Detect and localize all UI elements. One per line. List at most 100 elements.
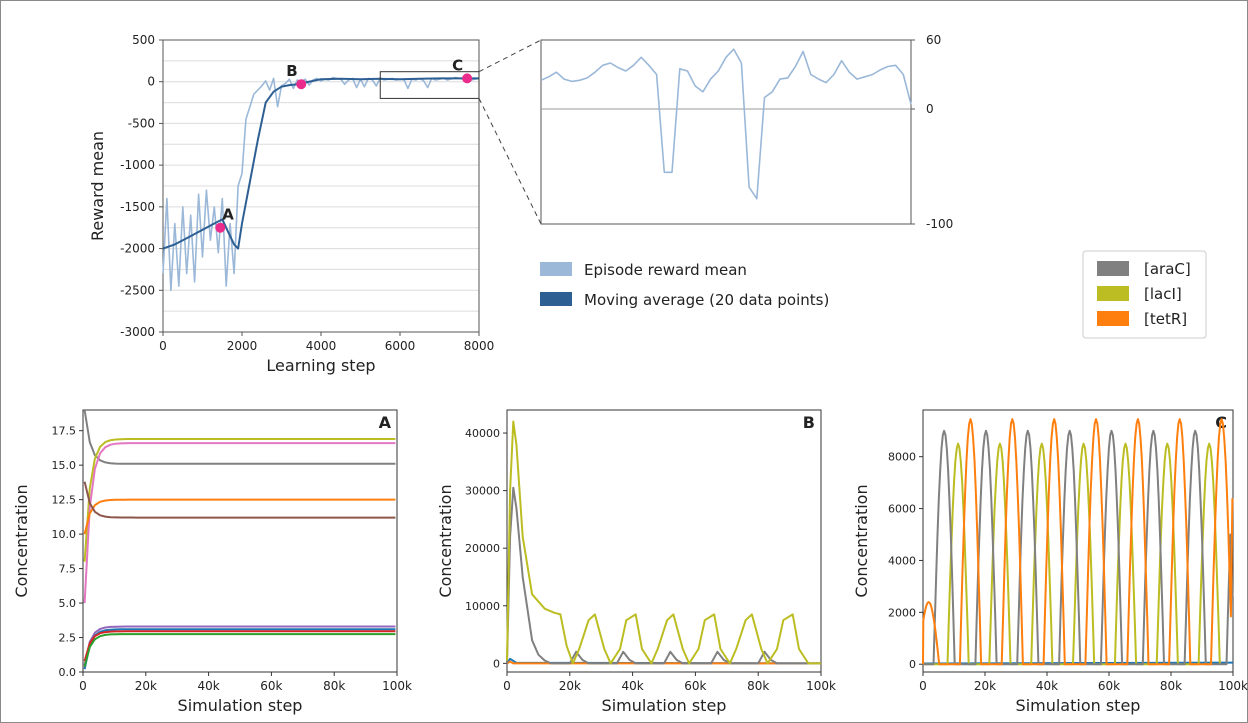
y-tick-label: 5.0 [59, 597, 77, 610]
x-tick-label: 80k [323, 679, 345, 693]
annotation-label: C [452, 56, 463, 74]
y-tick-label: 40000 [465, 427, 500, 440]
y-tick-label: 7.5 [59, 563, 77, 576]
x-tick-label: 80k [1160, 679, 1182, 693]
x-tick-label: 60k [684, 679, 706, 693]
panel-frame [82, 409, 398, 673]
x-tick-label: 80k [747, 679, 769, 693]
legend-label: [tetR] [1144, 310, 1187, 328]
series-line [83, 630, 396, 662]
x-tick-label: 20k [974, 679, 996, 693]
tetr-line [922, 418, 1234, 666]
annotation-marker [462, 73, 473, 84]
panel-frame [506, 409, 822, 673]
legend-label: [araC] [1144, 260, 1191, 278]
inset-reward-line [540, 48, 912, 200]
series-line [83, 625, 396, 666]
series-line [83, 481, 396, 519]
y-tick-label: -100 [926, 217, 953, 231]
y-axis-label: Concentration [12, 484, 31, 597]
annotation-label: A [222, 206, 234, 224]
y-tick-label: 0 [926, 102, 934, 116]
y-tick-label: 4000 [888, 554, 916, 567]
y-tick-label: 15.0 [52, 459, 77, 472]
series-line [83, 438, 396, 562]
legend-swatch [1097, 261, 1129, 276]
y-tick-label: 10000 [465, 600, 500, 613]
legend-label: [lacI] [1144, 285, 1182, 303]
y-axis-label: Concentration [436, 484, 455, 597]
y-tick-label: 0.0 [59, 666, 77, 679]
series-line [83, 628, 396, 670]
y-tick-label: 6000 [888, 503, 916, 516]
series-line [83, 442, 396, 604]
annotation-marker [296, 79, 307, 90]
y-tick-label: 0 [493, 657, 500, 670]
panel-label: B [803, 413, 815, 432]
y-tick-label: 500 [132, 33, 155, 47]
y-tick-label: -1000 [120, 158, 155, 172]
x-tick-label: 20k [135, 679, 157, 693]
y-tick-label: -500 [128, 116, 155, 130]
x-tick-label: 100k [1218, 679, 1248, 693]
arac-line [923, 429, 1234, 666]
panel-label: A [379, 413, 392, 432]
x-axis-label: Learning step [266, 356, 375, 375]
episode-reward-line [162, 76, 480, 292]
y-tick-label: 17.5 [52, 425, 77, 438]
x-tick-label: 0 [919, 679, 927, 693]
x-tick-label: 40k [621, 679, 643, 693]
y-tick-label: -3000 [120, 325, 155, 339]
moving-average-line [162, 77, 479, 250]
y-tick-label: 12.5 [52, 494, 77, 507]
zoom-connector [478, 98, 542, 225]
zoom-connector [478, 39, 542, 73]
x-axis-label: Simulation step [178, 696, 303, 715]
legend-swatch [540, 262, 572, 276]
y-axis-label: Reward mean [88, 131, 107, 241]
legend-swatch [1097, 311, 1129, 326]
series-line [506, 486, 821, 665]
panel-frame [922, 409, 1234, 673]
series-line [506, 660, 821, 665]
x-tick-label: 0 [159, 339, 167, 353]
inset-frame [540, 39, 912, 225]
annotation-label: B [286, 62, 297, 80]
x-tick-label: 40k [1036, 679, 1058, 693]
x-axis-label: Simulation step [1016, 696, 1141, 715]
x-tick-label: 6000 [385, 339, 416, 353]
y-tick-label: 0 [909, 658, 916, 671]
x-tick-label: 8000 [464, 339, 495, 353]
y-tick-label: 2000 [888, 606, 916, 619]
y-tick-label: 0 [147, 75, 155, 89]
y-axis-label: Concentration [852, 484, 871, 597]
annotation-marker [215, 222, 226, 233]
legend-swatch [1097, 286, 1129, 301]
x-tick-label: 2000 [227, 339, 258, 353]
x-tick-label: 0 [79, 679, 87, 693]
series-line [83, 409, 396, 465]
legend-label: Episode reward mean [584, 261, 747, 279]
y-tick-label: -2500 [120, 283, 155, 297]
y-tick-label: -2000 [120, 242, 155, 256]
x-tick-label: 4000 [306, 339, 337, 353]
y-tick-label: 20000 [465, 542, 500, 555]
legend-label: Moving average (20 data points) [584, 291, 829, 309]
y-tick-label: -1500 [120, 200, 155, 214]
laci-line [923, 442, 1221, 666]
legend-swatch [540, 292, 572, 306]
x-tick-label: 0 [503, 679, 511, 693]
y-tick-label: 8000 [888, 451, 916, 464]
y-tick-label: 30000 [465, 485, 500, 498]
x-tick-label: 40k [197, 679, 219, 693]
x-tick-label: 60k [1098, 679, 1120, 693]
x-tick-label: 20k [559, 679, 581, 693]
x-axis-label: Simulation step [602, 696, 727, 715]
x-tick-label: 60k [260, 679, 282, 693]
series-line [83, 498, 396, 535]
zoom-box [379, 71, 480, 99]
y-tick-label: 2.5 [59, 632, 77, 645]
series-line [83, 633, 396, 667]
series-line [506, 420, 821, 665]
